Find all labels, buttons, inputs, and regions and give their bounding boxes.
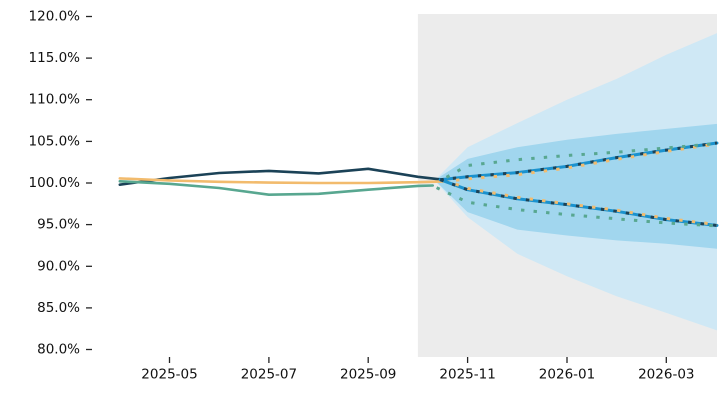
y-axis-tick-label: 85.0% (37, 300, 80, 316)
y-axis-tick-label: 105.0% (29, 133, 81, 149)
y-axis-tick-label: 95.0% (37, 217, 80, 233)
x-axis-tick-label: 2025-11 (439, 367, 495, 383)
x-axis-tick-label: 2025-09 (340, 367, 396, 383)
y-axis-tick-label: 80.0% (37, 342, 80, 358)
x-axis-tick-label: 2025-07 (241, 367, 297, 383)
forecast-dotted-navy-upper (440, 141, 718, 182)
y-axis-tick-label: 120.0% (29, 9, 81, 25)
y-axis-tick-label: 110.0% (29, 92, 81, 108)
historical-line-navy (118, 167, 445, 186)
historical-line-teal (118, 180, 435, 196)
y-axis-tick-label: 100.0% (29, 175, 81, 191)
y-axis-tick-label: 115.0% (29, 50, 81, 66)
historical-line-orange (118, 177, 450, 185)
forecast-dotted-navy-lower (439, 178, 718, 227)
x-axis-tick-label: 2026-03 (638, 367, 694, 383)
forecast-dotted-orange-lower (447, 179, 718, 227)
y-axis-tick-label: 90.0% (37, 258, 80, 274)
x-axis-tick-label: 2025-05 (141, 367, 197, 383)
x-axis-tick-label: 2026-01 (539, 367, 595, 383)
